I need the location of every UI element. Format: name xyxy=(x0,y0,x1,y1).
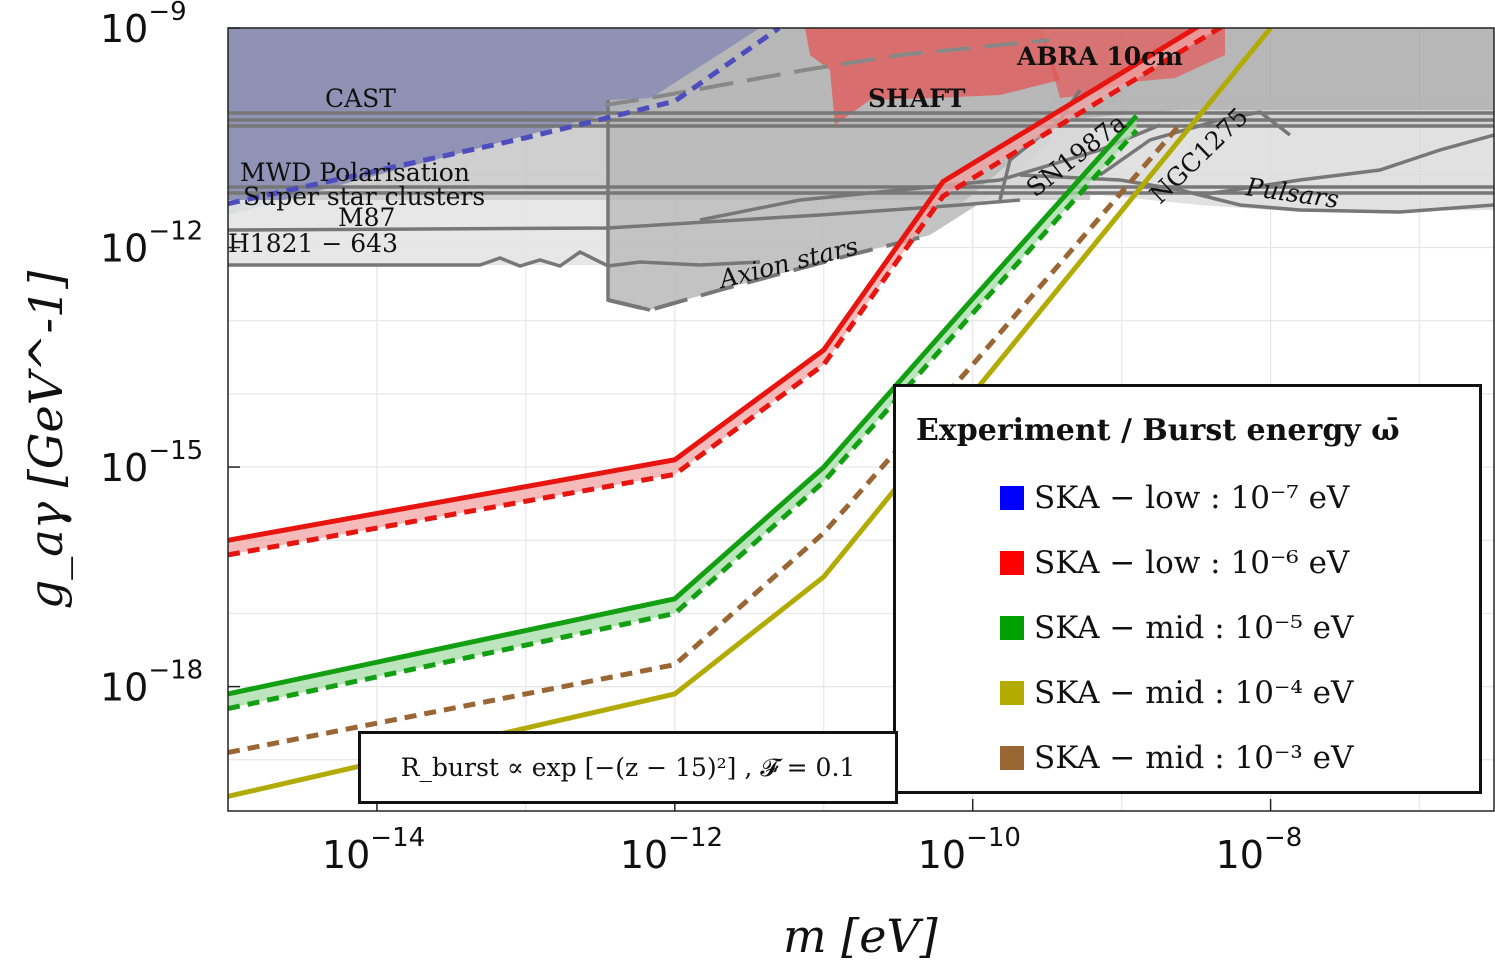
y-tick-label: 10−9 xyxy=(100,0,187,51)
axion-stars-dashed xyxy=(607,233,931,313)
x-tick-label: 10−14 xyxy=(322,823,425,877)
legend-label: SKA − low : 10⁻⁷ eV xyxy=(1034,480,1350,516)
x-tick-label: 10−8 xyxy=(1216,823,1303,877)
legend-label: SKA − mid : 10⁻⁵ eV xyxy=(1034,610,1354,646)
y-tick-exponent: −18 xyxy=(148,656,203,686)
shaft-dashed xyxy=(604,38,1051,107)
pulsars-line xyxy=(1019,173,1494,214)
y-tick-exponent: −15 xyxy=(148,436,203,466)
x-tick-exponent: −12 xyxy=(668,823,723,853)
x-tick-label: 10−10 xyxy=(918,823,1021,877)
legend-title: Experiment / Burst energy ω̄ xyxy=(916,413,1400,448)
pulsars-upper-line xyxy=(1199,133,1494,197)
y-tick-label: 10−15 xyxy=(100,436,203,490)
mwd-label: MWD Polarisation xyxy=(240,158,470,187)
y-tick-label: 10−18 xyxy=(100,656,203,710)
ngc1275-line xyxy=(1098,110,1292,177)
m87-label: M87 xyxy=(338,203,395,232)
shaft-label: SHAFT xyxy=(868,84,966,113)
abra-label: ABRA 10cm xyxy=(1016,42,1183,71)
y-tick-exponent: −9 xyxy=(148,0,186,27)
series-line xyxy=(228,28,1201,543)
shaft-region xyxy=(805,28,1060,125)
h1821-label: H1821 − 643 xyxy=(228,229,398,258)
x-tick-label: 10−12 xyxy=(620,823,723,877)
m87-line xyxy=(228,198,1021,232)
series-bands xyxy=(228,28,1220,709)
legend-item-ska-low-7: SKA − low : 10⁻⁷ eV xyxy=(1000,478,1349,518)
h1821-line xyxy=(228,249,761,268)
ssc-label: Super star clusters xyxy=(243,182,485,211)
series-band xyxy=(228,28,1220,555)
y-axis-ticks: 10−9 10−12 10−15 10−18 xyxy=(100,0,240,710)
series-lines xyxy=(228,28,1273,799)
legend-item-ska-mid-4: SKA − mid : 10⁻⁴ eV xyxy=(1000,673,1353,713)
legend-label: SKA − low : 10⁻⁶ eV xyxy=(1034,545,1350,581)
legend-item-ska-mid-3: SKA − mid : 10⁻³ eV xyxy=(1000,738,1353,778)
series-line xyxy=(228,28,781,207)
legend-item-ska-mid-5: SKA − mid : 10⁻⁵ eV xyxy=(1000,608,1353,648)
burst-annotation: R_burst ∝ exp [−(z − 15)²] , 𝓕 = 0.1 xyxy=(358,731,898,804)
x-tick-exponent: −10 xyxy=(966,823,1021,853)
series-line xyxy=(228,128,1139,711)
plot-frame xyxy=(227,27,1495,812)
cast-label: CAST xyxy=(325,84,396,113)
legend-swatch xyxy=(1000,746,1024,770)
y-axis-title: g_aγ [GeV^-1] xyxy=(19,271,73,609)
y-tick-exponent: −12 xyxy=(148,217,203,247)
m87-region xyxy=(228,200,608,265)
legend-item-ska-low-6: SKA − low : 10⁻⁶ eV xyxy=(1000,543,1349,583)
series-line xyxy=(228,28,1225,558)
legend-label: SKA − mid : 10⁻⁴ eV xyxy=(1034,675,1354,711)
x-axis-title: m [eV] xyxy=(783,909,938,963)
exclusion-regions xyxy=(228,28,1494,313)
series-line xyxy=(228,114,1139,697)
burst-annotation-text: R_burst ∝ exp [−(z − 15)²] , 𝓕 = 0.1 xyxy=(400,752,856,782)
y-tick-label: 10−12 xyxy=(100,217,203,271)
legend-swatch xyxy=(1000,681,1024,705)
x-tick-exponent: −8 xyxy=(1264,823,1302,853)
x-tick-exponent: −14 xyxy=(370,823,425,853)
legend: Experiment / Burst energy ω̄ SKA − low :… xyxy=(893,384,1482,794)
legend-swatch xyxy=(1000,486,1024,510)
series-line xyxy=(228,121,1184,755)
legend-label: SKA − mid : 10⁻³ eV xyxy=(1034,740,1354,776)
legend-swatch xyxy=(1000,551,1024,575)
axion-stars-region xyxy=(608,35,1050,310)
series-line xyxy=(228,28,1273,799)
legend-swatch xyxy=(1000,616,1024,640)
